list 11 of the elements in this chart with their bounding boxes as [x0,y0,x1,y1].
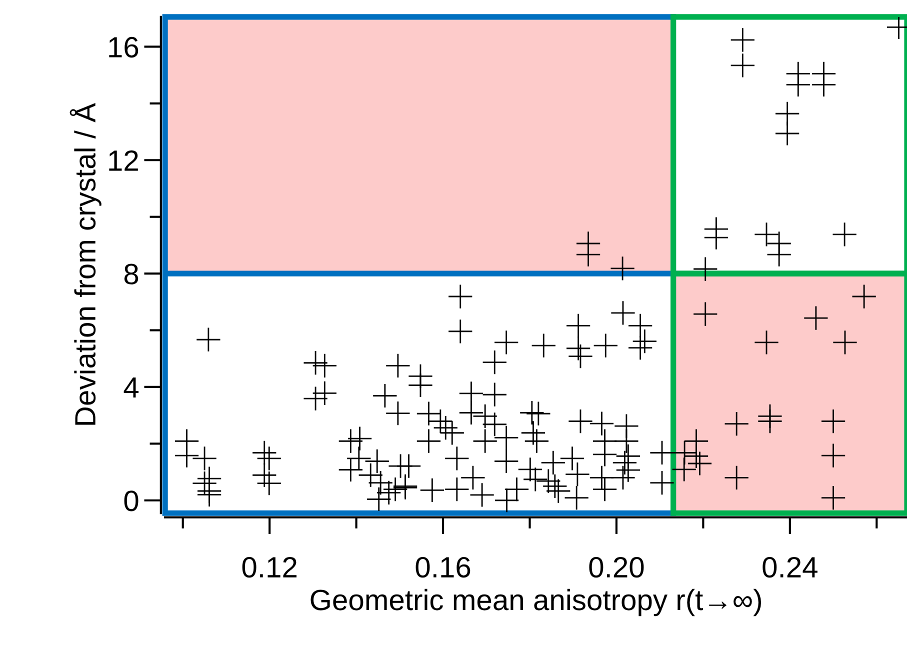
x-axis-title: Geometric mean anisotropy r(t→∞) [310,588,762,616]
y-tick-label: 0 [124,490,138,512]
x-tick-label: 0.12 [242,556,296,578]
x-tick-label: 0.20 [589,556,644,578]
x-tick-label: 0.24 [762,556,818,578]
y-tick-label: 4 [124,377,139,398]
y-tick-label: 8 [124,264,138,284]
y-tick-label: 16 [109,36,138,58]
x-tick-label: 0.16 [416,556,470,578]
y-tick-label: 12 [109,150,138,171]
y-axis-title: Deviation from crystal / Å [70,103,102,425]
